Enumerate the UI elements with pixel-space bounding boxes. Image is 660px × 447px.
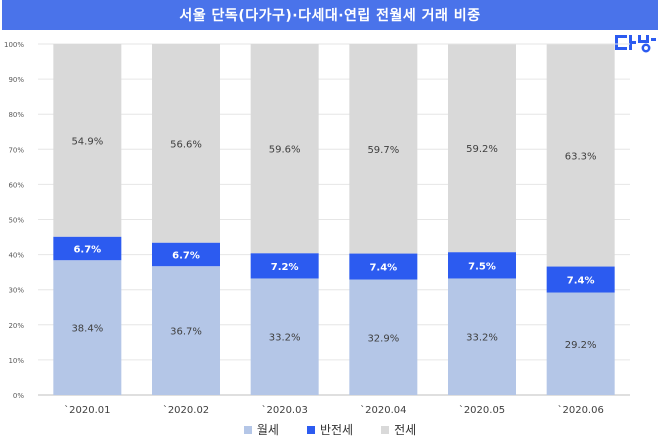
dabang-logo [615,35,656,53]
x-tick-label: `2020.01 [64,404,110,416]
y-tick-label: 40% [8,252,24,260]
y-tick-label: 30% [8,287,24,295]
bar-segment [546,292,615,395]
x-tick-label: `2020.02 [163,404,209,416]
bar-segment [250,44,319,254]
bar-segment [53,44,122,237]
bar-segment [152,266,220,395]
bar-segment [349,279,418,395]
data-label: 7.4% [369,263,397,274]
legend: 월세 반전세 전세 [0,421,660,438]
data-label: 33.2% [466,333,498,344]
x-tick-label: `2020.05 [459,404,505,416]
y-tick-labels: 0% 10% 20% 30% 40% 50% 60% 70% 80% 90% 100% [4,41,24,400]
data-label: 63.3% [565,151,597,162]
y-tick-label: 10% [8,357,24,365]
x-tick-label: `2020.04 [360,404,406,416]
data-label: 6.7% [172,250,200,261]
legend-item-monthly: 월세 [243,421,279,438]
data-label: 59.2% [466,144,498,155]
bar-segment [546,44,615,267]
bar-segment [448,44,516,253]
bar-segment [349,253,418,280]
bar-segment [152,242,220,267]
bars [53,44,615,395]
legend-swatch-semi-jeonse [306,425,315,434]
data-label: 56.6% [170,139,202,150]
data-label: 33.2% [269,333,301,344]
data-label: 6.7% [73,244,101,255]
chart-title: 서울 단독(다가구)·다세대·연립 전월세 거래 비중 [2,0,658,30]
legend-swatch-monthly [243,425,252,434]
y-tick-label: 0% [13,392,24,400]
y-tick-label: 70% [8,146,24,154]
legend-item-jeonse: 전세 [381,421,416,438]
bar-segment [448,278,516,395]
data-label: 32.9% [367,333,399,344]
bar-segment [152,44,220,243]
data-label: 59.7% [367,145,399,156]
data-label: 54.9% [71,136,103,147]
y-tick-label: 20% [8,322,24,330]
bar-segment [448,252,516,279]
legend-label-monthly: 월세 [256,423,279,437]
bar-segment [349,44,418,254]
x-tick-label: `2020.03 [261,404,307,416]
bar-segment [53,260,122,395]
data-label: 36.7% [170,327,202,338]
legend-swatch-jeonse [381,425,390,434]
legend-item-semi-jeonse: 반전세 [306,421,354,438]
bar-segment [53,236,122,261]
data-label: 38.4% [71,324,103,335]
data-label: 7.5% [468,261,496,272]
y-tick-label: 50% [8,217,24,225]
y-tick-label: 80% [8,111,24,119]
y-tick-label: 100% [4,41,24,49]
bar-segment [250,253,319,279]
data-label: 7.2% [271,262,299,273]
bar-segment [250,278,319,395]
x-tick-labels: `2020.01 `2020.02 `2020.03 `2020.04 `2020.05… [64,404,604,416]
legend-label-jeonse: 전세 [394,423,417,437]
y-tick-label: 60% [8,181,24,189]
legend-label-semi-jeonse: 반전세 [319,423,354,437]
data-label: 59.6% [269,145,301,156]
data-label: 7.4% [567,276,595,287]
y-tick-label: 90% [8,76,24,84]
x-tick-label: `2020.06 [557,404,603,416]
grid-lines [38,43,630,396]
data-labels: 38.4% 6.7% 54.9% 36.7% 6.7% 56.6% 33.2% 7.2% 59.… [71,136,596,350]
data-label: 29.2% [565,340,597,351]
bar-segment [546,266,615,293]
